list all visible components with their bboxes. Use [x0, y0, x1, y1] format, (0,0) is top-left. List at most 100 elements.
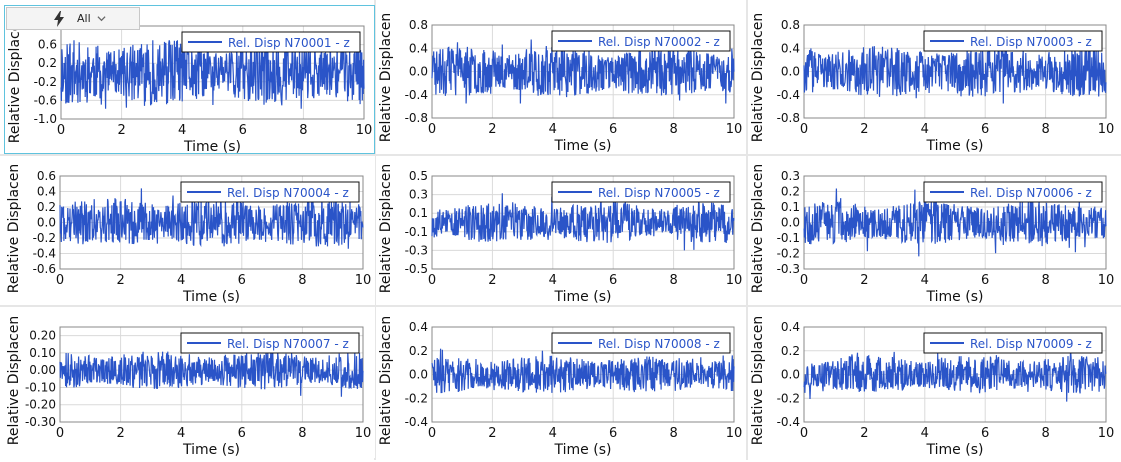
- legend-label: Rel. Disp N70001 - z: [228, 36, 350, 50]
- row-divider: [0, 154, 1121, 156]
- x-axis-label: Time (s): [926, 289, 984, 305]
- y-tick-label: 0.2: [409, 344, 428, 358]
- filter-dropdown[interactable]: All: [6, 7, 140, 30]
- x-tick-label: 0: [428, 426, 436, 441]
- y-tick-label: 0.20: [29, 329, 56, 343]
- x-tick-label: 0: [56, 426, 64, 441]
- legend-box: [923, 181, 1103, 203]
- plot-panel-7[interactable]: 0.20 0.10 0.00 -0.10 -0.20 -0.30 0 2 4 6 8 10 Relati…: [4, 307, 375, 458]
- x-axis-label: Time (s): [926, 442, 984, 458]
- series-line: [59, 343, 364, 397]
- x-axis-label: Time (s): [554, 289, 612, 305]
- x-tick-label: 0: [428, 122, 436, 137]
- y-tick-label: 0.10: [29, 346, 56, 360]
- x-tick-label: 4: [177, 273, 185, 288]
- legend-box: [180, 332, 360, 354]
- x-axis-label: Time (s): [554, 442, 612, 458]
- column-divider: [746, 0, 748, 460]
- y-axis-label: Relative Displacen: [7, 14, 23, 143]
- y-tick-label: -0.4: [777, 415, 800, 429]
- y-tick-label: 0.2: [38, 56, 57, 70]
- x-tick-label: 8: [298, 426, 306, 441]
- plot-panel-6[interactable]: 0.3 0.2 0.1 0.0 -0.1 -0.2 -0.3 0 2 4 6 8 10 Relative …: [748, 156, 1118, 305]
- legend-label: Rel. Disp N70002 - z: [598, 35, 720, 49]
- x-tick-label: 0: [800, 122, 808, 137]
- x-tick-label: 0: [56, 273, 64, 288]
- x-tick-label: 10: [1098, 273, 1115, 288]
- x-tick-label: 2: [488, 273, 496, 288]
- y-tick-label: -0.4: [405, 415, 428, 429]
- y-tick-label: 0.2: [781, 185, 800, 199]
- y-axis-label: Relative Displacen: [378, 164, 394, 293]
- x-tick-label: 8: [669, 122, 677, 137]
- plot-panel-4[interactable]: 0.6 0.4 0.2 0.0 -0.2 -0.4 -0.6 0 2 4 6 8 10 Relative …: [4, 156, 375, 305]
- plot-panel-5[interactable]: 0.5 0.3 0.1 -0.1 -0.3 -0.5 0 2 4 6 8 10 Relative Dis…: [376, 156, 746, 305]
- y-tick-label: -0.2: [777, 391, 800, 405]
- y-tick-label: 0.8: [409, 18, 428, 32]
- series-line: [431, 193, 735, 251]
- chart-6: 0.3 0.20.1 0.0-0.1 -0.2-0.30 2 4 6 8 10 Relative …: [750, 164, 1115, 305]
- plot-panel-9[interactable]: 0.4 0.2 0.0 -0.2 -0.4 0 2 4 6 8 10 Relative Displac…: [748, 307, 1118, 458]
- chart-5: 0.5 0.3 0.1 -0.1 -0.3 -0.50 2 4 6 8 10 Relative Dis…: [378, 164, 742, 305]
- series-line: [431, 39, 735, 104]
- y-tick-label: 0.4: [781, 41, 800, 55]
- y-tick-label: -0.8: [405, 111, 428, 125]
- x-tick-label: 4: [921, 273, 929, 288]
- x-tick-label: 10: [355, 273, 372, 288]
- chart-7: 0.20 0.10 0.00 -0.10 -0.20 -0.300 2 4 6 8 10 Relati…: [6, 316, 372, 458]
- y-tick-label: 0.4: [409, 320, 428, 334]
- y-tick-label: -0.4: [405, 88, 428, 102]
- x-tick-label: 10: [1098, 122, 1115, 137]
- x-tick-label: 6: [609, 273, 617, 288]
- x-tick-label: 10: [355, 426, 372, 441]
- series-line: [60, 36, 365, 109]
- y-tick-label: 0.0: [409, 65, 428, 79]
- x-tick-label: 8: [299, 123, 307, 138]
- y-axis-label: Relative Displacen: [750, 13, 766, 142]
- legend-label: Rel. Disp N70009 - z: [970, 337, 1092, 351]
- series-line: [803, 350, 1107, 402]
- chart-2: 0.8 0.4 0.0 -0.4 -0.80 2 4 6 8 10 Relative Displac…: [378, 13, 743, 154]
- x-tick-label: 2: [488, 426, 496, 441]
- y-tick-label: -0.1: [405, 225, 428, 239]
- x-tick-label: 2: [116, 426, 124, 441]
- y-tick-label: 0.2: [781, 344, 800, 358]
- plot-panel-8[interactable]: 0.4 0.2 0.0 -0.2 -0.4 0 2 4 6 8 10 Relative Displac…: [376, 307, 746, 458]
- y-axis-label: Relative Displacen: [6, 316, 22, 445]
- x-tick-label: 8: [669, 273, 677, 288]
- x-tick-label: 6: [981, 273, 989, 288]
- y-tick-label: -0.2: [405, 391, 428, 405]
- legend-box: [551, 30, 731, 52]
- y-tick-label: 0.00: [29, 363, 56, 377]
- series-line: [803, 188, 1107, 257]
- legend-label: Rel. Disp N70004 - z: [227, 186, 349, 200]
- y-tick-label: 0.0: [781, 368, 800, 382]
- series-line: [431, 348, 735, 394]
- y-tick-label: -0.10: [25, 380, 56, 394]
- x-axis-label: Time (s): [926, 138, 984, 154]
- plot-panel-2[interactable]: 0.8 0.4 0.0 -0.4 -0.8 0 2 4 6 8 10 Relative Displac…: [376, 5, 746, 154]
- x-tick-label: 10: [726, 122, 743, 137]
- x-tick-label: 4: [177, 426, 185, 441]
- column-divider: [374, 0, 376, 460]
- x-tick-label: 6: [609, 122, 617, 137]
- x-tick-label: 6: [238, 273, 246, 288]
- y-tick-label: -0.1: [777, 231, 800, 245]
- series-line: [803, 39, 1107, 104]
- y-tick-label: 0.4: [781, 320, 800, 334]
- y-tick-label: -0.3: [777, 262, 800, 276]
- y-tick-label: 0.3: [781, 169, 800, 183]
- x-axis-label: Time (s): [182, 289, 240, 305]
- chevron-down-icon: [97, 16, 106, 22]
- x-tick-label: 2: [488, 122, 496, 137]
- y-tick-label: -0.3: [405, 243, 428, 257]
- x-tick-label: 10: [356, 123, 373, 138]
- y-tick-label: -0.30: [25, 415, 56, 429]
- legend-label: Rel. Disp N70005 - z: [598, 186, 720, 200]
- legend-box: [923, 332, 1103, 354]
- plot-panel-3[interactable]: 0.8 0.4 0.0 -0.4 -0.8 0 2 4 6 8 10 Relative Displac…: [748, 5, 1118, 154]
- legend-box: [181, 31, 361, 53]
- legend-label: Rel. Disp N70006 - z: [970, 186, 1092, 200]
- legend-label: Rel. Disp N70003 - z: [970, 35, 1092, 49]
